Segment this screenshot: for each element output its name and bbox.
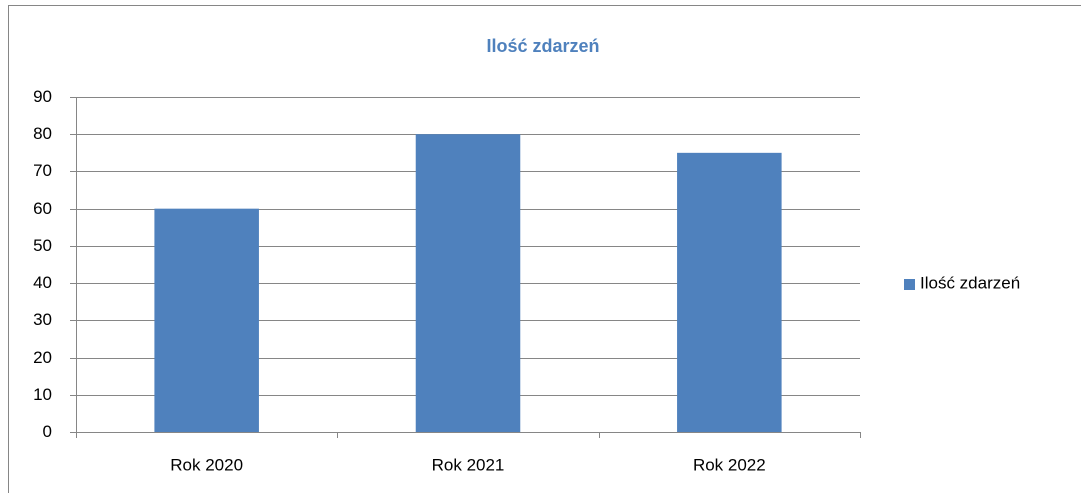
bar	[154, 208, 259, 432]
y-tick-label: 20	[33, 348, 52, 367]
bar	[415, 134, 521, 432]
legend-label: Ilość zdarzeń	[920, 273, 1020, 292]
chart-border	[8, 5, 1081, 493]
y-tick-label: 90	[33, 87, 52, 106]
y-tick-label: 70	[33, 161, 52, 180]
y-tick-label: 50	[33, 236, 52, 255]
y-tick-label: 60	[33, 199, 52, 218]
y-tick-label: 80	[33, 124, 52, 143]
y-tick-label: 30	[33, 310, 52, 329]
y-tick-label: 40	[33, 273, 52, 292]
x-tick-label: Rok 2022	[693, 455, 766, 474]
legend-swatch	[904, 279, 915, 290]
chart-title: Ilość zdarzeń	[486, 36, 599, 56]
x-tick-label: Rok 2021	[432, 455, 505, 474]
y-tick-label: 10	[33, 385, 52, 404]
bar	[677, 152, 782, 433]
y-tick-label: 0	[43, 422, 52, 441]
x-tick-label: Rok 2020	[170, 455, 243, 474]
